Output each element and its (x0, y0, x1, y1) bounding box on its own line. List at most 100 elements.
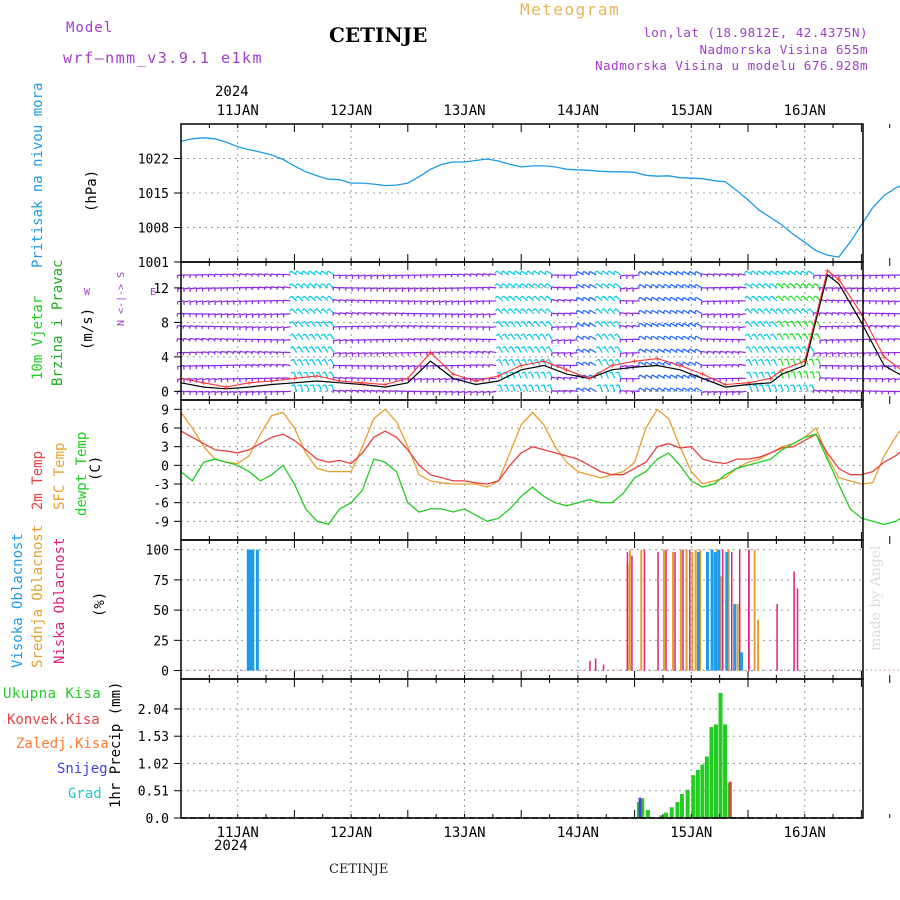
wind-barb-flag (326, 295, 330, 299)
wind-barb (376, 274, 385, 277)
wind-barb (239, 390, 247, 394)
wind-barb (645, 283, 653, 289)
wind-barb-flag (351, 353, 354, 357)
wind-barb (364, 351, 372, 355)
wind-barb-flag (525, 283, 529, 287)
wind-barb-flag (307, 308, 311, 312)
wind-barb-flag (656, 309, 660, 314)
wind-barb-flag (314, 333, 318, 337)
wind-barb-flag (587, 284, 591, 288)
wind-barb-flag (808, 358, 813, 361)
wind-barb (496, 295, 503, 302)
y-tick-label: -9 (153, 515, 169, 530)
wind-barb (517, 359, 522, 366)
wind-barb-flag (351, 390, 353, 394)
cloud-zero-marker (743, 669, 745, 671)
wind-barb-flag (632, 288, 634, 293)
wind-barb (498, 346, 503, 353)
y-tick-label: 6 (161, 422, 169, 437)
wind-barb (264, 313, 272, 316)
cloud-high-title: Visoka Oblacnost (10, 533, 26, 668)
wind-barb-flag (251, 273, 253, 277)
wind-barb-flag (757, 320, 761, 324)
wind-barb-flag (551, 340, 553, 344)
wind-barb-flag (594, 270, 597, 274)
wind-barb (196, 287, 204, 290)
wind-barb-flag (295, 320, 299, 324)
wind-barb-flag (357, 276, 360, 280)
wind-barb (719, 300, 728, 303)
wind-barb (516, 320, 522, 328)
wind-barb-flag (637, 335, 641, 340)
wind-barb (713, 377, 721, 380)
wind-barb (233, 390, 241, 394)
cloud-zero-marker (403, 669, 405, 671)
wind-barb-flag (803, 371, 807, 374)
wind-barb-flag (302, 333, 306, 337)
cloud-zero-marker (806, 669, 809, 671)
wind-barb (816, 320, 822, 328)
wind-barb-flag (563, 299, 565, 303)
panel-frame (180, 399, 864, 541)
temp-title: 2m Temp (30, 450, 46, 510)
wind-barb (515, 283, 522, 289)
wind-barb (777, 270, 784, 276)
wind-barb (614, 270, 622, 276)
wind-barb-flag (575, 284, 579, 288)
wind-barb-flag (650, 374, 653, 378)
x-day-label-top: 16JAN (784, 103, 826, 119)
wind-barb (316, 308, 323, 315)
wind-barb-flag (327, 358, 332, 362)
wind-barb-flag (801, 333, 805, 336)
wind-barb-flag (687, 361, 691, 365)
wind-barb (577, 270, 584, 276)
wind-barb (752, 270, 759, 276)
cloud-zero-marker (289, 669, 292, 671)
wind-barb (352, 339, 360, 342)
footer-station: CETINJE (329, 862, 389, 877)
wind-barb (296, 270, 304, 276)
wind-barb-flag (500, 270, 504, 274)
wind-barb-flag (581, 361, 585, 365)
wind-barb (470, 300, 478, 303)
wind-barb (401, 364, 410, 368)
wind-barb (420, 287, 428, 290)
wind-barb (551, 339, 559, 342)
wind-barb (433, 377, 441, 381)
wind-barb-flag (364, 353, 366, 357)
wind-barb-flag (608, 346, 612, 349)
wind-barb (303, 308, 310, 315)
wind-barb-flag (519, 295, 523, 299)
cloud-low-bar (626, 552, 629, 671)
y-tick-label: 50 (153, 604, 169, 619)
wind-barb (504, 346, 510, 353)
wind-barb-flag (282, 364, 285, 368)
wind-barb-flag (687, 348, 691, 352)
wind-barb-flag (569, 299, 572, 303)
wind-barb-flag (795, 320, 799, 324)
wind-barb (299, 384, 304, 392)
wind-barb-flag (521, 371, 525, 374)
cloud-zero-marker (534, 669, 537, 671)
wind-barb (589, 296, 597, 302)
wind-barb (804, 333, 809, 340)
wind-barb-flag (296, 333, 300, 337)
cloud-zero-marker (267, 669, 269, 671)
wind-barb (747, 346, 753, 353)
wind-barb (759, 308, 765, 315)
y-tick-label: 75 (153, 574, 169, 589)
wind-barb-flag (296, 346, 300, 349)
wind-barb (676, 387, 684, 392)
wind-barb-flag (520, 333, 524, 337)
cloud-zero-marker (366, 669, 369, 671)
wind-barb (894, 337, 900, 340)
wind-barb-flag (644, 348, 647, 352)
wind-barb-flag (594, 295, 598, 299)
wind-barb-flag (313, 283, 317, 287)
wind-barb (458, 390, 466, 394)
wind-barb-flag (881, 325, 883, 329)
wind-barb (297, 320, 304, 328)
wind-barb-flag (744, 308, 748, 312)
wind-barb-flag (314, 320, 318, 324)
